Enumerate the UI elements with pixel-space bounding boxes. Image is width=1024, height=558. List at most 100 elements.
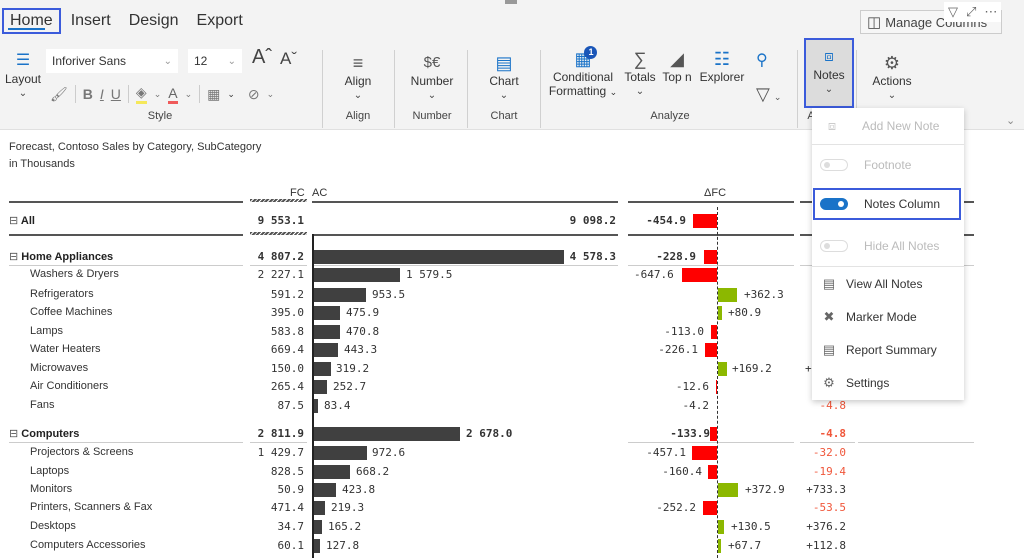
collapse-icon[interactable]: ⊟ — [9, 251, 19, 263]
table-row[interactable]: Projectors & Screens 1 429.7 972.6 -457.… — [30, 446, 846, 460]
actions-button[interactable]: ⚙ Actions ⌄ — [872, 53, 912, 101]
chevron-down-icon: ⌄ — [887, 90, 897, 101]
menu-item-add-new-note[interactable]: ⧈ Add New Note — [812, 112, 964, 140]
font-family-select[interactable]: Inforiver Sans ⌄ — [46, 49, 178, 73]
divider — [9, 442, 243, 443]
ac-bar — [314, 268, 400, 282]
tab-insert[interactable]: Insert — [70, 12, 111, 29]
collapse-icon[interactable]: ⊟ — [9, 215, 19, 227]
menu-item-report-summary[interactable]: ▤ Report Summary — [812, 336, 964, 364]
format-painter-icon[interactable]: 🖌 — [50, 85, 68, 102]
ac-bar — [314, 306, 340, 320]
totals-button[interactable]: ∑ Totals ⌄ — [624, 49, 656, 97]
divider — [858, 442, 974, 443]
divider — [9, 201, 243, 203]
table-row[interactable]: Laptops 828.5 668.2 -160.4 -19.4 — [30, 465, 846, 479]
delta-bar — [710, 427, 717, 441]
group-label-align: Align — [345, 110, 371, 122]
table-row[interactable]: Printers, Scanners & Fax 471.4 219.3 -25… — [30, 501, 846, 515]
chevron-down-icon[interactable]: ⌄ — [184, 88, 193, 99]
tab-home[interactable]: Home — [2, 8, 61, 34]
delta-bar — [692, 446, 717, 460]
chart-button[interactable]: ▤ Chart ⌄ — [489, 53, 519, 101]
divider — [127, 85, 129, 103]
explorer-button[interactable]: ☷ Explorer — [699, 49, 745, 84]
menu-item-hide-all-notes[interactable]: Hide All Notes — [812, 232, 964, 260]
filter-icon[interactable]: ▽ — [948, 4, 958, 19]
table-row[interactable]: Desktops 34.7 165.2 +130.5 +376.2 — [30, 520, 846, 534]
divider — [800, 234, 812, 236]
search-icon[interactable]: ⚲ — [756, 52, 768, 69]
table-row[interactable]: ⊟ Computers 2 811.9 2 678.0 -133.9 -4.8 — [9, 427, 846, 441]
footnote-toggle[interactable] — [820, 159, 848, 171]
italic-button[interactable]: I — [99, 86, 104, 102]
ac-bar — [314, 539, 320, 553]
notes-dropdown-menu: ⧈ Add New Note Footnote Notes Column Hid… — [812, 108, 964, 400]
tab-export[interactable]: Export — [196, 12, 243, 29]
drag-handle[interactable] — [505, 0, 517, 4]
hide-icon[interactable]: ⊘ — [247, 85, 260, 102]
divider — [322, 50, 323, 128]
more-options-icon[interactable]: ⋯ — [984, 4, 998, 19]
table-row[interactable]: ⊟ All 9 553.1 9 098.2 -454.9 — [0, 212, 1024, 230]
table-row[interactable]: Fans 87.5 83.4 -4.2 -4.8 — [30, 399, 846, 413]
font-size-select[interactable]: 12 ⌄ — [188, 49, 242, 73]
chevron-down-icon[interactable]: ⌄ — [227, 88, 235, 99]
ac-bar — [314, 446, 367, 460]
fill-color-icon[interactable]: ◈ — [135, 84, 147, 104]
delta-bar — [703, 501, 717, 515]
stairs-icon: ◢ — [670, 49, 684, 69]
table-row[interactable]: Coffee Machines 395.0 475.9 +80.9 — [30, 306, 762, 320]
chevron-down-icon[interactable]: ⌄ — [266, 88, 275, 99]
menu-item-footnote[interactable]: Footnote — [812, 151, 964, 179]
column-header-fc[interactable]: FC — [290, 187, 305, 199]
table-row[interactable]: Lamps 583.8 470.8 -113.0 — [0, 323, 1024, 341]
number-button[interactable]: $€ Number ⌄ — [410, 54, 454, 101]
table-row[interactable]: Computers Accessories 60.1 127.8 +67.7 +… — [30, 539, 846, 553]
chevron-down-icon[interactable]: ⌄ — [153, 88, 162, 99]
table-row[interactable]: Refrigerators 591.2 953.5 +362.3 — [30, 288, 784, 302]
menu-item-settings[interactable]: ⚙ Settings — [812, 369, 964, 397]
layout-button[interactable]: ☰ Layout ⌄ — [4, 52, 42, 99]
delta-bar — [718, 539, 721, 553]
table-row[interactable]: Monitors 50.9 423.8 +372.9 +733.3 — [30, 483, 846, 497]
table-row[interactable]: Water Heaters 669.4 443.3 -226.1 — [0, 341, 1024, 359]
divider — [250, 442, 307, 443]
table-row[interactable]: ⊟ Home Appliances 4 807.2 4 578.3 -228.9 — [0, 248, 1024, 266]
menu-item-notes-column[interactable]: Notes Column — [813, 188, 961, 220]
group-label-partial: A — [807, 110, 815, 122]
font-color-icon[interactable]: A — [168, 85, 178, 104]
conditional-formatting-button[interactable]: ▦ 1 Conditional Formatting ⌄ — [548, 46, 618, 98]
notes-button[interactable]: ⧈ Notes ⌄ — [804, 38, 854, 108]
focus-mode-icon[interactable]: ⤢ — [966, 4, 977, 19]
divider — [964, 201, 974, 203]
bold-button[interactable]: B — [82, 86, 93, 102]
shrink-font-button[interactable]: Aˇ — [280, 49, 297, 68]
borders-icon[interactable]: ▦ — [207, 85, 221, 102]
align-button[interactable]: ≡ Align ⌄ — [344, 53, 372, 101]
add-note-icon: ⧈ — [824, 48, 834, 65]
table-row[interactable]: Washers & Dryers 2 227.1 1 579.5 -647.6 — [0, 266, 1024, 284]
underline-button[interactable]: U — [110, 86, 121, 102]
grow-font-button[interactable]: Aˆ — [252, 46, 272, 68]
tab-design[interactable]: Design — [128, 12, 179, 29]
topn-button[interactable]: ◢ Top n — [662, 49, 692, 84]
report-title: Forecast, Contoso Sales by Category, Sub… — [9, 141, 262, 153]
column-header-ac[interactable]: AC — [312, 187, 328, 199]
hide-all-notes-toggle[interactable] — [820, 240, 848, 252]
menu-item-marker-mode[interactable]: ✖ Marker Mode — [812, 303, 964, 331]
table-row[interactable]: Microwaves 150.0 319.2 +169.2 + — [30, 362, 812, 376]
collapse-ribbon-icon[interactable]: ⌄ — [1006, 115, 1016, 127]
filter-button[interactable]: ▽ ⌄ — [756, 84, 782, 104]
column-header-dfc[interactable]: ΔFC — [704, 187, 727, 199]
gear-icon: ⚙ — [883, 53, 901, 73]
divider — [312, 265, 618, 266]
ac-bar — [314, 250, 564, 264]
table-row[interactable]: Air Conditioners 265.4 252.7 -12.6 — [0, 378, 1024, 396]
notes-column-toggle[interactable] — [820, 198, 848, 210]
forecast-hatch — [250, 232, 307, 235]
ac-bar — [314, 362, 331, 376]
ac-bar — [314, 427, 460, 441]
collapse-icon[interactable]: ⊟ — [9, 428, 19, 440]
menu-item-view-all-notes[interactable]: ▤ View All Notes — [812, 270, 964, 298]
